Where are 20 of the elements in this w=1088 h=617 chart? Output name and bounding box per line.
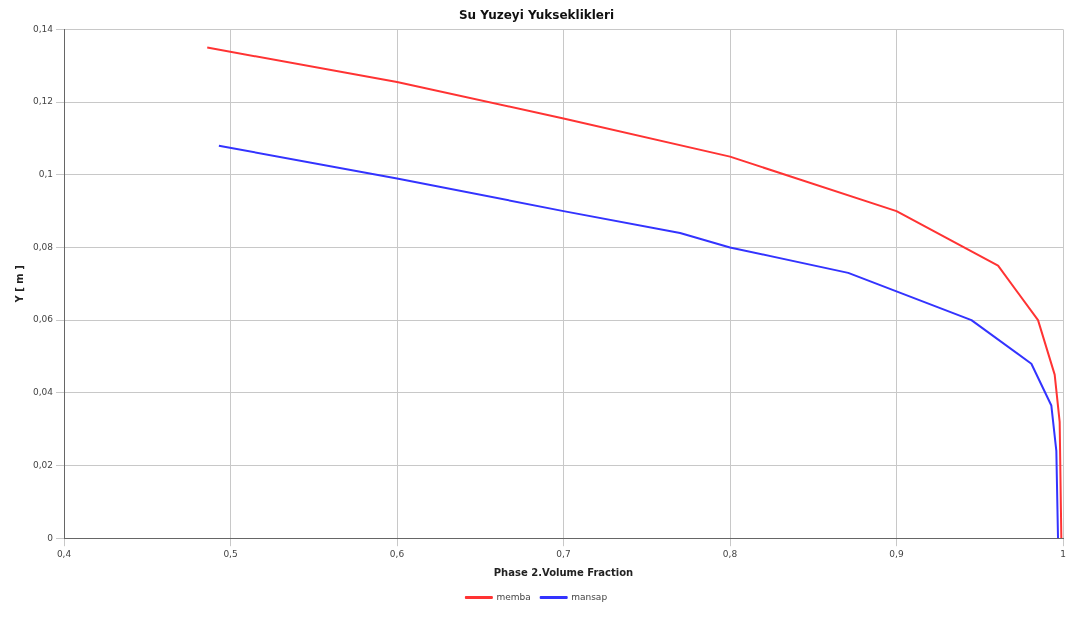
y-axis-title: Y [ m ] (13, 265, 25, 304)
x-tick-label: 1 (1060, 548, 1066, 559)
y-tick-label: 0,04 (32, 387, 54, 398)
y-tick-label: 0,12 (32, 96, 54, 107)
x-tick-label: 0,7 (556, 548, 571, 559)
y-tick-label: 0 (47, 532, 54, 543)
y-tick-label: 0,1 (38, 169, 54, 180)
x-tick-label: 0,5 (223, 548, 238, 559)
legend-label: mansap (571, 591, 608, 602)
chart-title: Su Yuzeyi Yukseklikleri (458, 8, 615, 23)
legend-label: memba (496, 591, 531, 602)
y-tick-label: 0,08 (32, 241, 54, 252)
x-tick-label: 0,4 (56, 548, 72, 559)
y-tick-label: 0,06 (32, 314, 54, 325)
x-tick-label: 0,6 (389, 548, 405, 559)
x-axis-title: Phase 2.Volume Fraction (493, 566, 634, 578)
x-tick-label: 0,8 (722, 548, 738, 559)
y-tick-label: 0,14 (32, 23, 54, 34)
x-tick-label: 0,9 (889, 548, 904, 559)
y-tick-label: 0,02 (32, 459, 54, 470)
